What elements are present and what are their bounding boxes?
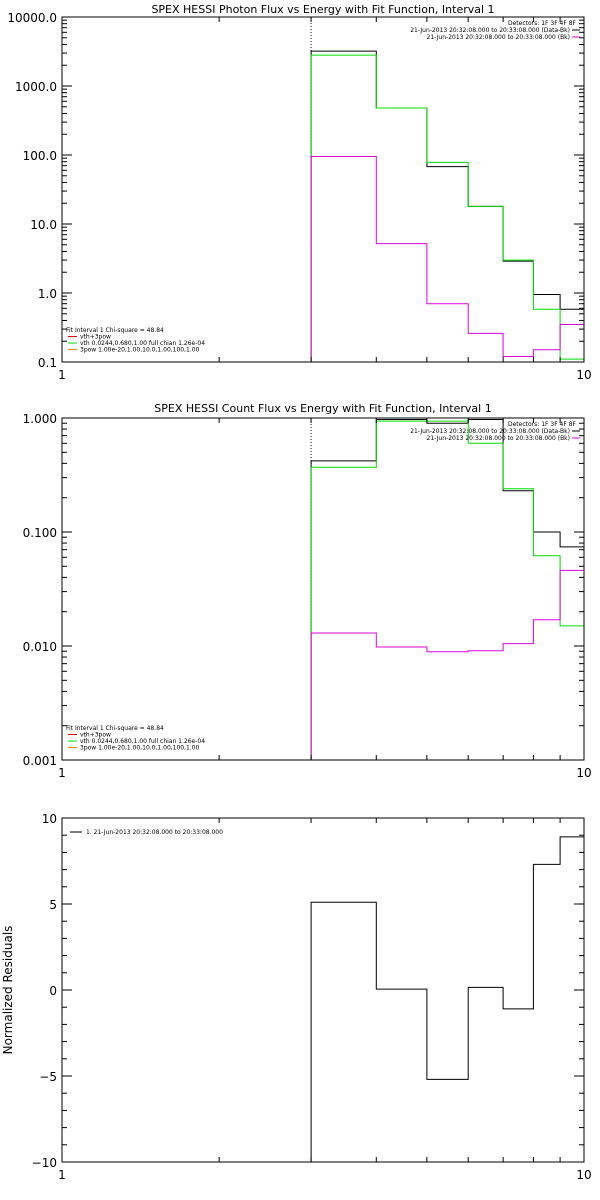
y-tick-label: 0.001: [23, 754, 57, 768]
plot-frame: [61, 817, 585, 1163]
y-tick-label: 10.0: [30, 218, 57, 232]
y-tick-label: −10: [32, 1156, 57, 1170]
y-tick-label: 100.0: [23, 149, 57, 163]
series-step-3: [310, 569, 584, 760]
chart-panel-1: SPEX HESSI Photon Flux vs Energy with Fi…: [7, 3, 591, 382]
y-tick-label: 10000.0: [7, 11, 57, 25]
series-step-2: [310, 54, 584, 362]
plot-frame: [61, 16, 585, 363]
y-tick-label: 0.100: [23, 526, 57, 540]
chart-panel-3: Normalized Residuals 1 10 −10 −5 0 5 10 1. 21-Ju…: [1, 812, 592, 1182]
y-tick-label: −5: [39, 1070, 57, 1084]
legend-text: vth 0.0244,0.680,1.00 full chian 1.26e-0…: [80, 340, 205, 347]
x-tick-label: 1: [58, 368, 66, 382]
y-tick-label: 5: [49, 898, 57, 912]
plot-frame: [61, 417, 585, 761]
y-tick-label: 0.010: [23, 640, 57, 654]
y-tick-label: 1.0: [38, 287, 57, 301]
series-step-3: [310, 156, 584, 362]
series-step-1: [310, 836, 584, 1162]
legend-text: Detectors: 1F 3F 4F 8F: [508, 421, 577, 428]
legend-text: Detectors: 1F 3F 4F 8F: [508, 20, 577, 27]
legend-text: 1. 21-Jun-2013 20:32:08.000 to 20:33:08.…: [86, 829, 223, 836]
legend-text: 21-Jun-2013 20:32:08.000 to 20:33:08.000…: [427, 34, 570, 41]
y-tick-label: 0: [49, 984, 57, 998]
chart-title: SPEX HESSI Count Flux vs Energy with Fit…: [154, 402, 491, 415]
legend-text: vth 0.0244,0.680,1.00 full chian 1.26e-0…: [80, 738, 205, 745]
y-tick-label: 1.000: [23, 412, 57, 426]
y-tick-label: 10: [42, 812, 57, 826]
x-tick-label: 1: [58, 1168, 66, 1182]
x-tick-label: 10: [576, 1168, 591, 1182]
y-tick-label: 1000.0: [15, 80, 57, 94]
series-step-1: [310, 419, 584, 760]
legend-text: 3pow 1.00e-20,1.00,10.0,1.00,100,1.00: [80, 347, 200, 354]
chart-panel-2: SPEX HESSI Count Flux vs Energy with Fit…: [23, 402, 592, 780]
series-step-1: [310, 50, 584, 362]
x-tick-label: 1: [58, 766, 66, 780]
legend-text: vth+3pow: [80, 334, 111, 341]
legend-text: 21-Jun-2013 20:32:08.000 to 20:33:08.000…: [410, 27, 570, 34]
legend-text: Fit Interval 1 Chi-square = 48.84: [66, 327, 164, 334]
y-axis-label: Normalized Residuals: [1, 926, 15, 1055]
x-tick-label: 10: [576, 766, 591, 780]
legend-text: Fit Interval 1 Chi-square = 48.84: [66, 725, 164, 732]
legend-text: 21-Jun-2013 20:32:08.000 to 20:33:08.000…: [427, 435, 570, 442]
y-tick-label: 0.1: [38, 356, 57, 370]
chart-title: SPEX HESSI Photon Flux vs Energy with Fi…: [151, 3, 494, 16]
legend-text: 21-Jun-2013 20:32:08.000 to 20:33:08.000…: [410, 428, 570, 435]
x-tick-label: 10: [576, 368, 591, 382]
legend-text: 3pow 1.00e-20,1.00,10.0,1.00,100,1.00: [80, 745, 200, 752]
series-step-2: [310, 420, 584, 760]
legend-text: vth+3pow: [80, 732, 111, 739]
